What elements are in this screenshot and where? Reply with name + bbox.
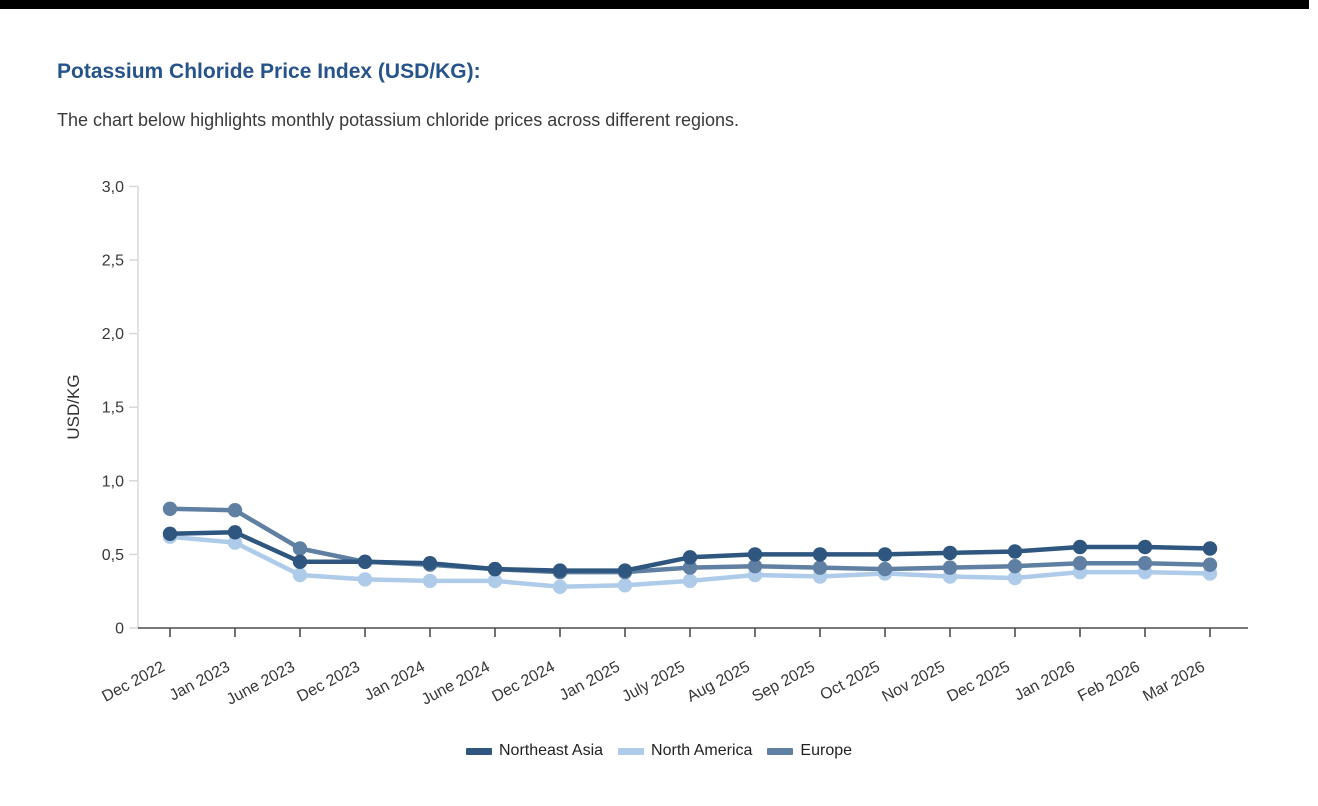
- legend-item-north-america: North America: [618, 742, 752, 760]
- data-point-northeast-asia: [682, 550, 698, 565]
- x-tick-label: Jan 2024: [362, 658, 428, 704]
- data-point-northeast-asia: [1137, 539, 1153, 555]
- x-tick-label: June 2024: [419, 658, 493, 708]
- y-tick-label: 0: [115, 621, 124, 638]
- x-tick-label: Aug 2025: [684, 658, 753, 705]
- x-tick-label: Mar 2026: [1140, 658, 1208, 705]
- data-point-north-america: [357, 572, 373, 587]
- legend-swatch-north-america: [618, 747, 645, 755]
- price-index-chart: 0 0,5 1,0 1,5 2,0 2,5 3,0 USD/KG Dec 2022 Jan 202…: [64, 179, 1248, 709]
- x-tick-label: Jan 2023: [167, 658, 233, 704]
- data-point-europe: [1007, 559, 1023, 574]
- x-tick-label: July 2025: [619, 658, 688, 705]
- data-point-northeast-asia: [292, 554, 308, 569]
- chart-description: The chart below highlights monthly potas…: [57, 110, 740, 130]
- data-point-north-america: [422, 573, 438, 589]
- data-point-north-america: [1007, 570, 1023, 586]
- x-tick-label: Oct 2025: [818, 658, 883, 704]
- data-point-europe: [942, 560, 958, 575]
- data-point-northeast-asia: [357, 554, 373, 569]
- data-point-europe: [292, 541, 308, 556]
- data-point-north-america: [292, 567, 308, 583]
- data-point-north-america: [617, 578, 633, 593]
- x-tick-label: Feb 2026: [1075, 658, 1143, 705]
- data-point-north-america: [552, 579, 568, 594]
- data-point-northeast-asia: [1202, 541, 1218, 556]
- data-point-northeast-asia: [552, 563, 568, 578]
- data-point-northeast-asia: [877, 547, 893, 562]
- page-title: Potassium Chloride Price Index (USD/KG):: [57, 60, 481, 83]
- x-tick-label: Dec 2023: [294, 658, 363, 705]
- y-tick-label: 3,0: [102, 179, 124, 196]
- legend-item-europe: Europe: [767, 742, 852, 760]
- data-point-europe: [747, 559, 763, 574]
- top-black-bar: [0, 0, 1309, 9]
- y-axis-title: USD/KG: [64, 374, 83, 439]
- data-point-north-america: [682, 573, 698, 589]
- legend-label-north-america: North America: [651, 742, 753, 759]
- data-point-europe: [1202, 557, 1218, 572]
- x-tick-label: Dec 2025: [944, 658, 1013, 705]
- chart-legend: Northeast Asia North America Europe: [0, 742, 1318, 760]
- data-point-northeast-asia: [747, 547, 763, 562]
- y-tick-label: 1,0: [102, 473, 124, 490]
- y-tick-label: 2,0: [102, 326, 124, 343]
- data-point-europe: [227, 503, 243, 518]
- data-point-europe: [682, 560, 698, 575]
- data-point-northeast-asia: [227, 525, 243, 540]
- y-tick-label: 1,5: [102, 400, 124, 417]
- data-point-northeast-asia: [942, 545, 958, 561]
- x-tick-label: Dec 2024: [489, 658, 558, 705]
- x-tick-label: Sep 2025: [749, 658, 818, 705]
- legend-swatch-northeast-asia: [465, 747, 492, 755]
- data-point-north-america: [227, 535, 243, 550]
- data-point-northeast-asia: [162, 526, 178, 541]
- x-tick-label: Dec 2022: [99, 658, 168, 705]
- x-tick-label: Nov 2025: [879, 658, 948, 705]
- data-point-north-america: [487, 573, 503, 589]
- data-point-northeast-asia: [487, 561, 503, 577]
- data-point-europe: [1072, 556, 1088, 571]
- x-tick-label: Jan 2025: [557, 658, 623, 704]
- data-point-europe: [1137, 556, 1153, 571]
- legend-item-northeast-asia: Northeast Asia: [465, 742, 604, 760]
- data-point-northeast-asia: [1072, 539, 1088, 555]
- legend-label-northeast-asia: Northeast Asia: [498, 742, 604, 759]
- data-point-europe: [812, 560, 828, 575]
- data-point-northeast-asia: [617, 563, 633, 578]
- x-tick-label: June 2023: [224, 658, 298, 708]
- y-tick-label: 2,5: [102, 253, 124, 270]
- data-point-europe: [162, 501, 178, 516]
- data-point-northeast-asia: [812, 547, 828, 562]
- x-tick-label: Jan 2026: [1012, 658, 1078, 704]
- legend-label-europe: Europe: [800, 742, 853, 759]
- data-point-europe: [877, 561, 893, 577]
- legend-swatch-europe: [767, 747, 794, 755]
- data-point-northeast-asia: [1007, 544, 1023, 559]
- y-tick-label: 0,5: [102, 547, 124, 564]
- data-point-northeast-asia: [422, 556, 438, 571]
